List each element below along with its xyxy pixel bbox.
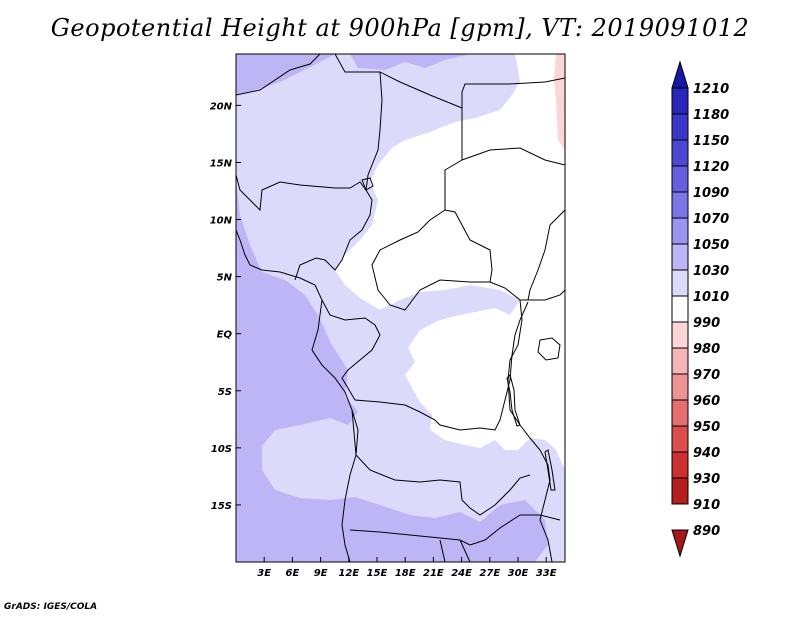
lat-tick-label: 5N: [217, 273, 233, 284]
lon-tick-label: 33E: [536, 568, 557, 579]
colorbar-bottom-arrow: [671, 529, 689, 558]
colorbar-label: 1010: [693, 290, 729, 305]
colorbar-label: 940: [693, 446, 720, 461]
colorbar: 1210 1180 1150 1120 1090 1070 1050 1030 1010 990 9…: [671, 60, 729, 558]
colorbar-swatch: [671, 113, 689, 141]
border-north-2: [236, 71, 383, 212]
colorbar-swatch: [671, 87, 689, 115]
axis-ticks: 3E 6E 9E 12E 15E 18E 21E 24E 27E 30E 33E 20N 15N 10N 5…: [210, 101, 557, 579]
colorbar-swatch: [671, 243, 689, 271]
lon-tick-label: 9E: [314, 568, 328, 579]
colorbar-swatch: [671, 477, 689, 505]
border-central-1: [371, 108, 565, 311]
grads-credit: GrADS: IGES/COLA: [4, 602, 98, 612]
lat-tick-label: 10S: [211, 444, 232, 455]
colorbar-top-arrow: [671, 60, 689, 89]
colorbar-swatch: [671, 295, 689, 323]
colorbar-label: 1150: [693, 134, 729, 149]
field-band-990-1010: [335, 54, 565, 470]
colorbar-label: 1050: [693, 238, 729, 253]
border-cameroon: [294, 189, 373, 281]
colorbar-label: 980: [693, 342, 720, 357]
colorbar-swatch: [671, 399, 689, 427]
colorbar-label: 1180: [693, 108, 729, 123]
colorbar-swatch: [671, 425, 689, 453]
colorbar-swatch: [671, 321, 689, 349]
lon-tick-label: 15E: [367, 568, 388, 579]
lon-tick-label: 24E: [451, 568, 472, 579]
colorbar-swatch: [671, 269, 689, 297]
colorbar-label: 970: [693, 368, 720, 383]
coastline-west: [236, 229, 359, 562]
colorbar-swatch: [671, 347, 689, 375]
colorbar-label: 930: [693, 472, 720, 487]
lon-tick-label: 27E: [479, 568, 500, 579]
colorbar-label: 1090: [693, 186, 729, 201]
colorbar-swatch: [671, 217, 689, 245]
lon-tick-label: 18E: [395, 568, 416, 579]
lat-tick-label: 15S: [211, 501, 232, 512]
colorbar-swatch: [671, 139, 689, 167]
lat-tick-label: 10N: [210, 216, 233, 227]
lat-tick-label: 20N: [210, 101, 233, 112]
border-south: [349, 514, 561, 562]
lon-tick-label: 3E: [257, 568, 271, 579]
lake-chad: [361, 177, 374, 191]
lat-tick-label: EQ: [217, 330, 233, 341]
map-frame: [235, 53, 566, 563]
colorbar-swatch: [671, 165, 689, 193]
lat-tick-label: 5S: [218, 387, 232, 398]
border-congo: [321, 299, 529, 431]
colorbar-label: 910: [693, 498, 720, 513]
border-east: [507, 299, 553, 562]
colorbar-label: 890: [693, 524, 720, 539]
border-central-2: [444, 147, 565, 301]
lon-tick-label: 30E: [508, 568, 529, 579]
lake-tanganyika: [506, 374, 521, 427]
colorbar-swatch: [671, 373, 689, 401]
lon-tick-label: 6E: [286, 568, 300, 579]
colorbar-label: 990: [693, 316, 720, 331]
boundaries: [236, 54, 565, 562]
map-title: Geopotential Height at 900hPa [gpm], VT:…: [50, 14, 750, 42]
colorbar-label: 1210: [693, 82, 729, 97]
colorbar-label: 1070: [693, 212, 729, 227]
colorbar-label: 1030: [693, 264, 729, 279]
lon-tick-label: 12E: [338, 568, 359, 579]
colorbar-label: 950: [693, 420, 720, 435]
lake-malawi: [544, 449, 556, 491]
lat-tick-label: 15N: [210, 158, 233, 169]
colorbar-swatch: [671, 191, 689, 219]
lake-victoria: [537, 337, 561, 361]
colorbar-label: 1120: [693, 160, 729, 175]
lon-tick-label: 21E: [423, 568, 444, 579]
colorbar-swatch: [671, 451, 689, 479]
border-angola: [351, 409, 531, 516]
colorbar-label: 960: [693, 394, 720, 409]
field-band-980-990: [554, 54, 565, 150]
